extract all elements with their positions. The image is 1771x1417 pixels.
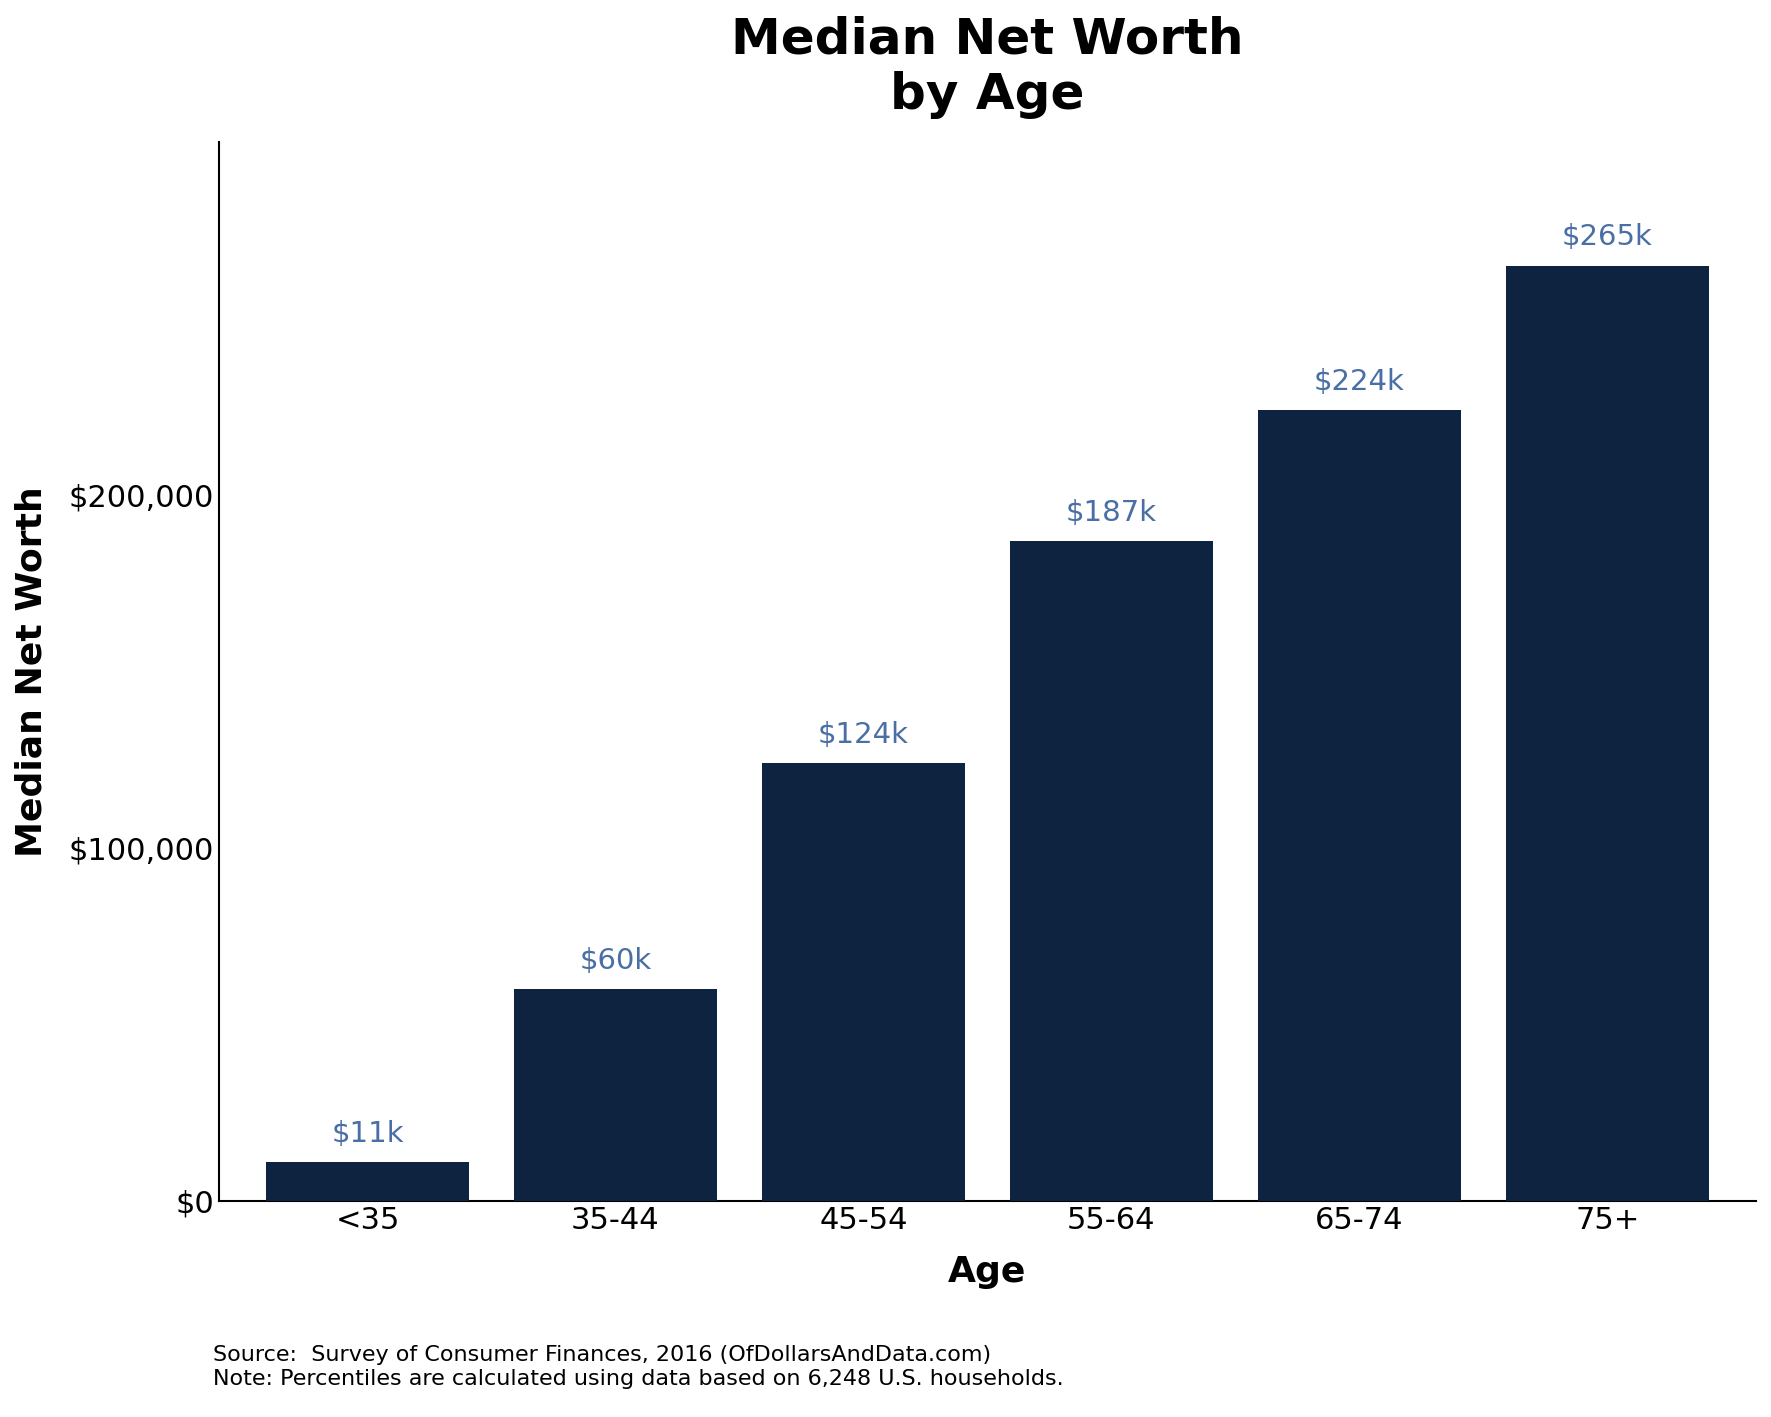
Bar: [1257, 411, 1461, 1202]
Text: $11k: $11k: [331, 1121, 404, 1148]
X-axis label: Age: Age: [947, 1254, 1027, 1288]
Text: $60k: $60k: [579, 948, 652, 975]
Text: Source:  Survey of Consumer Finances, 2016 (OfDollarsAndData.com)
Note: Percenti: Source: Survey of Consumer Finances, 201…: [213, 1346, 1063, 1389]
Bar: [762, 764, 965, 1202]
Title: Median Net Worth
by Age: Median Net Worth by Age: [731, 16, 1243, 119]
Text: $265k: $265k: [1562, 224, 1652, 251]
Bar: [1009, 541, 1213, 1202]
Bar: [266, 1162, 469, 1202]
Text: $224k: $224k: [1314, 368, 1404, 397]
Y-axis label: Median Net Worth: Median Net Worth: [14, 486, 50, 857]
Text: $187k: $187k: [1066, 499, 1156, 527]
Text: $124k: $124k: [818, 721, 909, 750]
Bar: [514, 989, 717, 1202]
Bar: [1505, 265, 1709, 1202]
